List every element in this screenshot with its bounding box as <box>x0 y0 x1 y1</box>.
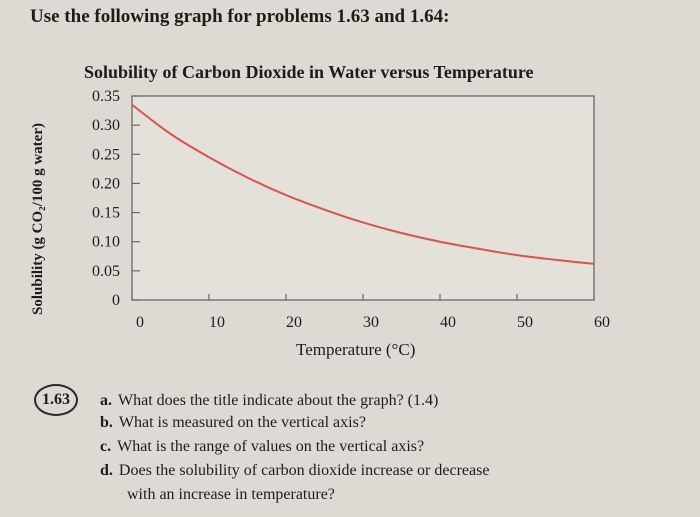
y-tick-label: 0.25 <box>92 146 120 163</box>
question-a: a. What does the title indicate about the… <box>100 392 438 410</box>
page-heading: Use the following graph for problems 1.6… <box>30 6 450 27</box>
question-text: Does the solubility of carbon dioxide in… <box>118 462 490 479</box>
question-text: with an increase in temperature? <box>127 486 335 503</box>
x-tick-label: 0 <box>136 314 144 331</box>
y-tick-label: 0.35 <box>92 88 120 105</box>
y-tick-label: 0.10 <box>92 234 120 251</box>
question-d-continued: with an increase in temperature? <box>127 486 335 504</box>
x-tick-label: 60 <box>594 314 610 331</box>
question-letter: c. <box>100 438 112 455</box>
y-tick-label: 0.05 <box>92 263 120 280</box>
plot-area <box>131 95 595 301</box>
y-tick-label: 0.20 <box>92 175 120 192</box>
problem-number-badge: 1.63 <box>34 384 78 416</box>
y-tick-label: 0 <box>112 292 120 309</box>
question-letter: a. <box>100 392 112 409</box>
chart-title: Solubility of Carbon Dioxide in Water ve… <box>84 62 534 82</box>
x-tick-label: 10 <box>209 314 225 331</box>
x-tick-label: 50 <box>517 314 533 331</box>
x-axis-label: Temperature (°C) <box>296 340 416 359</box>
x-tick-label: 40 <box>440 314 456 331</box>
solubility-series-line <box>131 103 595 265</box>
question-text: What is measured on the vertical axis? <box>118 414 366 431</box>
question-d: d. Does the solubility of carbon dioxide … <box>100 462 489 480</box>
question-b: b. What is measured on the vertical axis? <box>100 414 366 432</box>
y-tick-label: 0.15 <box>92 205 120 222</box>
x-tick-label: 30 <box>363 314 379 331</box>
question-text: What does the title indicate about the g… <box>118 392 439 409</box>
question-text: What is the range of values on the verti… <box>117 438 425 455</box>
question-letter: d. <box>100 462 113 479</box>
solubility-chart: 0 0.05 0.10 0.15 0.20 0.25 0.30 0.35 0 10 20 30 40 5… <box>92 88 610 331</box>
x-tick-label: 20 <box>286 314 302 331</box>
question-c: c. What is the range of values on the ver… <box>100 438 424 456</box>
y-tick-label: 0.30 <box>92 117 120 134</box>
question-letter: b. <box>100 414 113 431</box>
